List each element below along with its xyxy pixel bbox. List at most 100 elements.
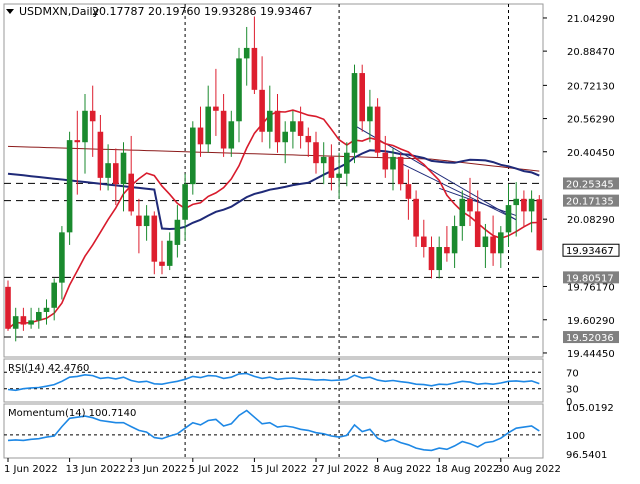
candle-1 xyxy=(12,307,19,342)
candle-44 xyxy=(344,142,350,187)
candle-55 xyxy=(428,236,435,279)
price-axis: 21.04290 20.88470 20.72130 20.56290 20.40450… xyxy=(543,14,615,360)
price-label-0: 20.25345 xyxy=(563,177,619,190)
candle-65 xyxy=(505,184,512,248)
candle-body xyxy=(459,198,466,227)
candle-10 xyxy=(82,94,88,174)
candle-34 xyxy=(267,85,273,149)
candle-body xyxy=(528,198,535,212)
candle-body xyxy=(328,156,335,178)
candle-24 xyxy=(190,121,196,195)
rsi-title: RSI(14) 42.4760 xyxy=(8,363,89,374)
candle-35 xyxy=(274,94,281,153)
symbol-label: USDMXN,Daily xyxy=(19,5,100,18)
candle-28 xyxy=(220,94,227,157)
momentum-panel-frame xyxy=(3,403,544,459)
candle-body xyxy=(397,156,404,185)
price-label-text: 19.52036 xyxy=(566,333,614,344)
candle-body xyxy=(89,110,96,122)
candle-body xyxy=(282,131,288,143)
rsi-line xyxy=(7,372,540,392)
price-tick-label-3: 20.56290 xyxy=(567,115,615,126)
candle-0 xyxy=(5,280,11,331)
candle-4 xyxy=(36,307,42,329)
candle-32 xyxy=(251,16,258,95)
candle-body xyxy=(159,261,165,266)
price-label-box xyxy=(563,194,619,207)
candle-body xyxy=(305,135,312,143)
candle-body xyxy=(359,73,365,122)
rsi-panel: 70 300 xyxy=(4,368,579,408)
symbol-dropdown-icon[interactable] xyxy=(6,9,14,14)
candle-46 xyxy=(359,64,365,132)
candle-body xyxy=(467,198,473,212)
candle-body xyxy=(166,240,173,266)
momentum-tick-label-0: 105.0192 xyxy=(566,403,614,414)
candle-62 xyxy=(482,223,489,268)
candle-body xyxy=(190,127,196,185)
price-label-1: 20.17135 xyxy=(563,194,619,208)
time-tick-label-0: 1 Jun 2022 xyxy=(4,464,58,475)
candle-64 xyxy=(498,226,504,268)
candle-body xyxy=(251,47,258,90)
candle-3 xyxy=(28,307,34,329)
candle-14 xyxy=(113,148,119,206)
candle-41 xyxy=(320,142,327,185)
candle-51 xyxy=(397,152,404,191)
candle-66 xyxy=(513,182,519,237)
candle-body xyxy=(12,316,19,329)
candle-body xyxy=(428,247,435,271)
time-tick-label-6: 8 Aug 2022 xyxy=(374,464,432,475)
candle-68 xyxy=(528,190,535,233)
ohlc-values: 20.17787 20.19760 19.93286 19.93467 xyxy=(92,5,312,18)
candle-body xyxy=(382,152,389,170)
price-tick-label-5: 20.08290 xyxy=(567,215,615,226)
candle-56 xyxy=(436,236,442,279)
candle-body xyxy=(336,173,342,178)
candle-69 xyxy=(536,195,543,251)
candle-67 xyxy=(521,190,527,227)
candle-54 xyxy=(421,219,427,258)
candle-49 xyxy=(382,135,389,178)
price-labels: 20.25345 20.17135 19.93467 19.80517 19.52036 xyxy=(562,177,620,344)
candle-body xyxy=(413,198,419,237)
price-label-3: 19.80517 xyxy=(563,271,619,284)
candle-body xyxy=(390,156,396,170)
candle-6 xyxy=(51,278,57,321)
candle-16 xyxy=(128,135,134,216)
candle-25 xyxy=(197,106,204,157)
candle-body xyxy=(182,184,188,220)
time-tick-label-7: 18 Aug 2022 xyxy=(435,464,499,475)
time-tick-label-1: 13 Jun 2022 xyxy=(66,464,126,475)
candle-39 xyxy=(305,127,312,157)
candle-47 xyxy=(367,89,373,143)
price-tick-label-6: 19.76170 xyxy=(567,282,615,293)
candle-body xyxy=(351,73,358,153)
candle-body xyxy=(482,236,489,248)
candle-31 xyxy=(243,26,250,86)
price-tick-label-4: 20.40450 xyxy=(567,148,615,159)
candle-30 xyxy=(236,47,242,143)
candle-5 xyxy=(43,299,50,325)
candle-36 xyxy=(282,121,288,164)
candle-58 xyxy=(451,215,458,268)
candle-17 xyxy=(136,198,142,254)
candle-43 xyxy=(336,152,342,199)
candle-body xyxy=(105,163,111,178)
candle-body xyxy=(313,142,319,164)
candle-body xyxy=(444,247,450,254)
price-label-text: 19.93467 xyxy=(566,246,614,257)
price-tick-label-1: 20.88470 xyxy=(567,47,615,58)
price-label-text: 19.80517 xyxy=(566,273,614,284)
candle-20 xyxy=(159,240,165,275)
candle-body xyxy=(120,152,127,185)
candle-body xyxy=(320,156,327,164)
candle-body xyxy=(213,106,219,111)
candle-37 xyxy=(290,110,296,149)
candle-body xyxy=(243,47,250,59)
rsi-panel-frame xyxy=(3,358,544,403)
candle-body xyxy=(143,215,150,227)
candle-body xyxy=(259,89,265,132)
